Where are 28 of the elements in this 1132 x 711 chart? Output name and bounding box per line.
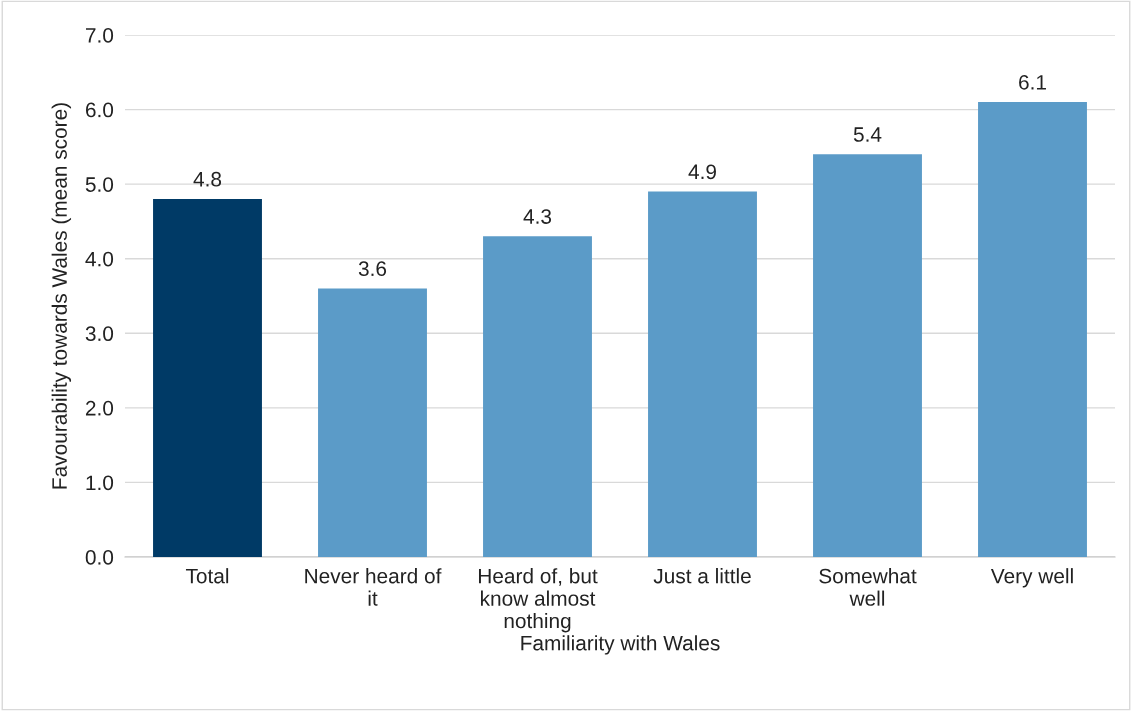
y-tick-label: 6.0 bbox=[85, 102, 114, 118]
y-tick-label: 1.0 bbox=[86, 475, 114, 491]
data-label: 5.4 bbox=[853, 127, 882, 142]
y-tick-label: 5.0 bbox=[85, 177, 114, 192]
x-axis-title: Familiarity with Wales bbox=[521, 635, 720, 655]
y-axis-title: Favourability towards Wales (mean score) bbox=[51, 103, 72, 489]
y-tick-label: 4.0 bbox=[85, 251, 114, 267]
x-tick-label: Somewhat well bbox=[819, 568, 917, 606]
data-label: 6.1 bbox=[1019, 74, 1046, 90]
data-label: 4.3 bbox=[523, 209, 552, 224]
x-tick-label: Total bbox=[185, 568, 229, 584]
bar bbox=[483, 236, 592, 557]
y-tick-label: 7.0 bbox=[86, 28, 114, 43]
x-tick-label: Just a little bbox=[653, 568, 751, 584]
y-tick-label: 2.0 bbox=[85, 400, 114, 416]
data-label: 4.9 bbox=[688, 164, 716, 180]
y-tick-label: 0.0 bbox=[85, 550, 114, 565]
x-tick-label: Heard of, but know almost nothing bbox=[478, 568, 598, 633]
y-tick-label: 3.0 bbox=[85, 326, 114, 342]
bar bbox=[978, 102, 1087, 557]
bar bbox=[318, 288, 427, 557]
x-tick-label: Never heard of it bbox=[305, 568, 442, 606]
data-label: 4.8 bbox=[193, 171, 222, 187]
bar bbox=[813, 154, 922, 557]
bar bbox=[648, 191, 757, 557]
data-label: 3.6 bbox=[358, 261, 387, 277]
bar bbox=[153, 199, 262, 557]
x-tick-label: Very well bbox=[990, 568, 1073, 588]
